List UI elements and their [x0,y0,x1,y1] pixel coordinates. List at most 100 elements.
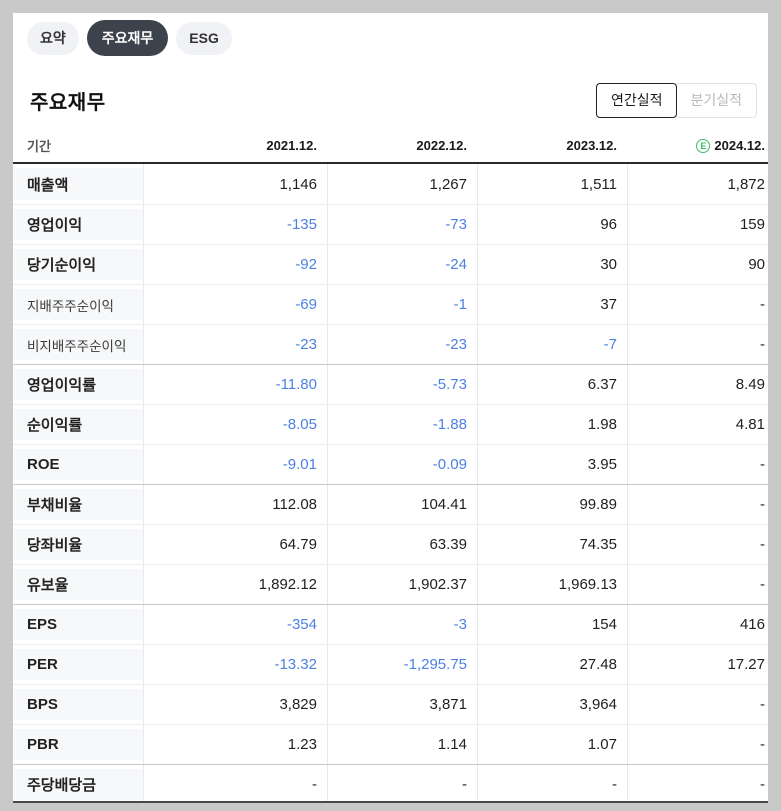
table-row: 영업이익률 -11.80 -5.73 6.37 8.49 [13,364,768,404]
cell-value: 3,829 [143,685,327,724]
table-row: 순이익률 -8.05 -1.88 1.98 4.81 [13,404,768,444]
cell-value: -135 [143,205,327,244]
cell-value: -23 [327,325,477,364]
cell-value: 1,511 [477,164,627,204]
tab-bar: 요약 주요재무 ESG [27,20,768,56]
row-label: ROE [13,445,143,484]
cell-value: -13.32 [143,645,327,684]
cell-value: 1.98 [477,405,627,444]
table-row: 당기순이익 -92 -24 30 90 [13,244,768,284]
row-label: 순이익률 [13,405,143,444]
cell-value: - [627,445,768,484]
cell-value: 27.48 [477,645,627,684]
table-row: PBR 1.23 1.14 1.07- [13,724,768,764]
cell-value: 1,902.37 [327,565,477,604]
tab-summary[interactable]: 요약 [27,21,79,55]
cell-value: 3,871 [327,685,477,724]
row-label: 당기순이익 [13,245,143,284]
row-label: 주당배당금 [13,765,143,801]
cell-value: - [327,765,477,801]
estimate-badge-icon: E [696,138,711,153]
cell-value: -11.80 [143,365,327,404]
table-row: 영업이익 -135 -73 96 159 [13,204,768,244]
row-label: BPS [13,685,143,724]
cell-value: 1.14 [327,725,477,764]
cell-value: 1,969.13 [477,565,627,604]
cell-value: - [477,765,627,801]
cell-value: -3 [327,605,477,644]
cell-value: -73 [327,205,477,244]
cell-value: -1,295.75 [327,645,477,684]
table-row: 당좌비율 64.79 63.39 74.35- [13,524,768,564]
cell-value: 3.95 [477,445,627,484]
row-label: 유보율 [13,565,143,604]
cell-value: -5.73 [327,365,477,404]
table-row: EPS -354 -3 154 416 [13,604,768,644]
table-body: 매출액 1,146 1,267 1,511 1,872 영업이익 -135 -73 96 159 당… [13,164,768,801]
cell-value: 1.23 [143,725,327,764]
row-label: 부채비율 [13,485,143,524]
cell-value: 1,146 [143,164,327,204]
cell-value: 3,964 [477,685,627,724]
title-row: 주요재무 연간실적 분기실적 [13,82,768,118]
cell-value: - [627,685,768,724]
table-row: 부채비율 112.08 104.41 99.89- [13,484,768,524]
cell-value: -24 [327,245,477,284]
cell-value: 112.08 [143,485,327,524]
annual-results-button[interactable]: 연간실적 [595,82,678,118]
cell-value: - [627,525,768,564]
cell-value: 1,872 [627,164,768,204]
column-header: 2022.12. [416,138,467,153]
cell-value: 6.37 [477,365,627,404]
cell-value: 64.79 [143,525,327,564]
period-header: 기간 [27,139,51,154]
cell-value: - [627,485,768,524]
row-label: EPS [13,605,143,644]
table-row: 지배주주순이익 -69 -1 37- [13,284,768,324]
cell-value: 4.81 [627,405,768,444]
row-label: 영업이익 [13,205,143,244]
cell-value: 90 [627,245,768,284]
tab-key-financials[interactable]: 주요재무 [86,20,169,56]
page-title: 주요재무 [30,91,106,114]
cell-value: -92 [143,245,327,284]
cell-value: -7 [477,325,627,364]
cell-value: 1.07 [477,725,627,764]
cell-value: 1,267 [327,164,477,204]
cell-value: 63.39 [327,525,477,564]
cell-value: 8.49 [627,365,768,404]
row-label: 당좌비율 [13,525,143,564]
cell-value: - [143,765,327,801]
cell-value: 99.89 [477,485,627,524]
tab-esg[interactable]: ESG [176,21,232,55]
row-label: PBR [13,725,143,764]
cell-value: 17.27 [627,645,768,684]
table-row: 주당배당금 - - - - [13,764,768,801]
cell-value: 96 [477,205,627,244]
cell-value: 37 [477,285,627,324]
row-label: PER [13,645,143,684]
cell-value: 1,892.12 [143,565,327,604]
cell-value: -1 [327,285,477,324]
row-label: 영업이익률 [13,365,143,404]
financials-panel: 요약 주요재무 ESG 주요재무 연간실적 분기실적 기간 2021.12. 2022… [13,13,768,803]
table-header-row: 기간 2021.12. 2022.12. 2023.12. E 2024.12. [13,129,768,164]
cell-value: -1.88 [327,405,477,444]
column-header: E 2024.12. [627,129,768,162]
cell-value: -23 [143,325,327,364]
cell-value: -9.01 [143,445,327,484]
cell-value: - [627,725,768,764]
table-row: BPS 3,829 3,871 3,964- [13,684,768,724]
cell-value: - [627,285,768,324]
column-header: 2021.12. [266,138,317,153]
cell-value: 159 [627,205,768,244]
cell-value: 74.35 [477,525,627,564]
cell-value: 30 [477,245,627,284]
cell-value: 416 [627,605,768,644]
table-row: 유보율 1,892.12 1,902.37 1,969.13- [13,564,768,604]
row-label: 지배주주순이익 [13,285,143,324]
table-row: PER -13.32 -1,295.75 27.48 17.27 [13,644,768,684]
table-row: 매출액 1,146 1,267 1,511 1,872 [13,164,768,204]
quarterly-results-button[interactable]: 분기실적 [675,82,757,118]
cell-value: -354 [143,605,327,644]
